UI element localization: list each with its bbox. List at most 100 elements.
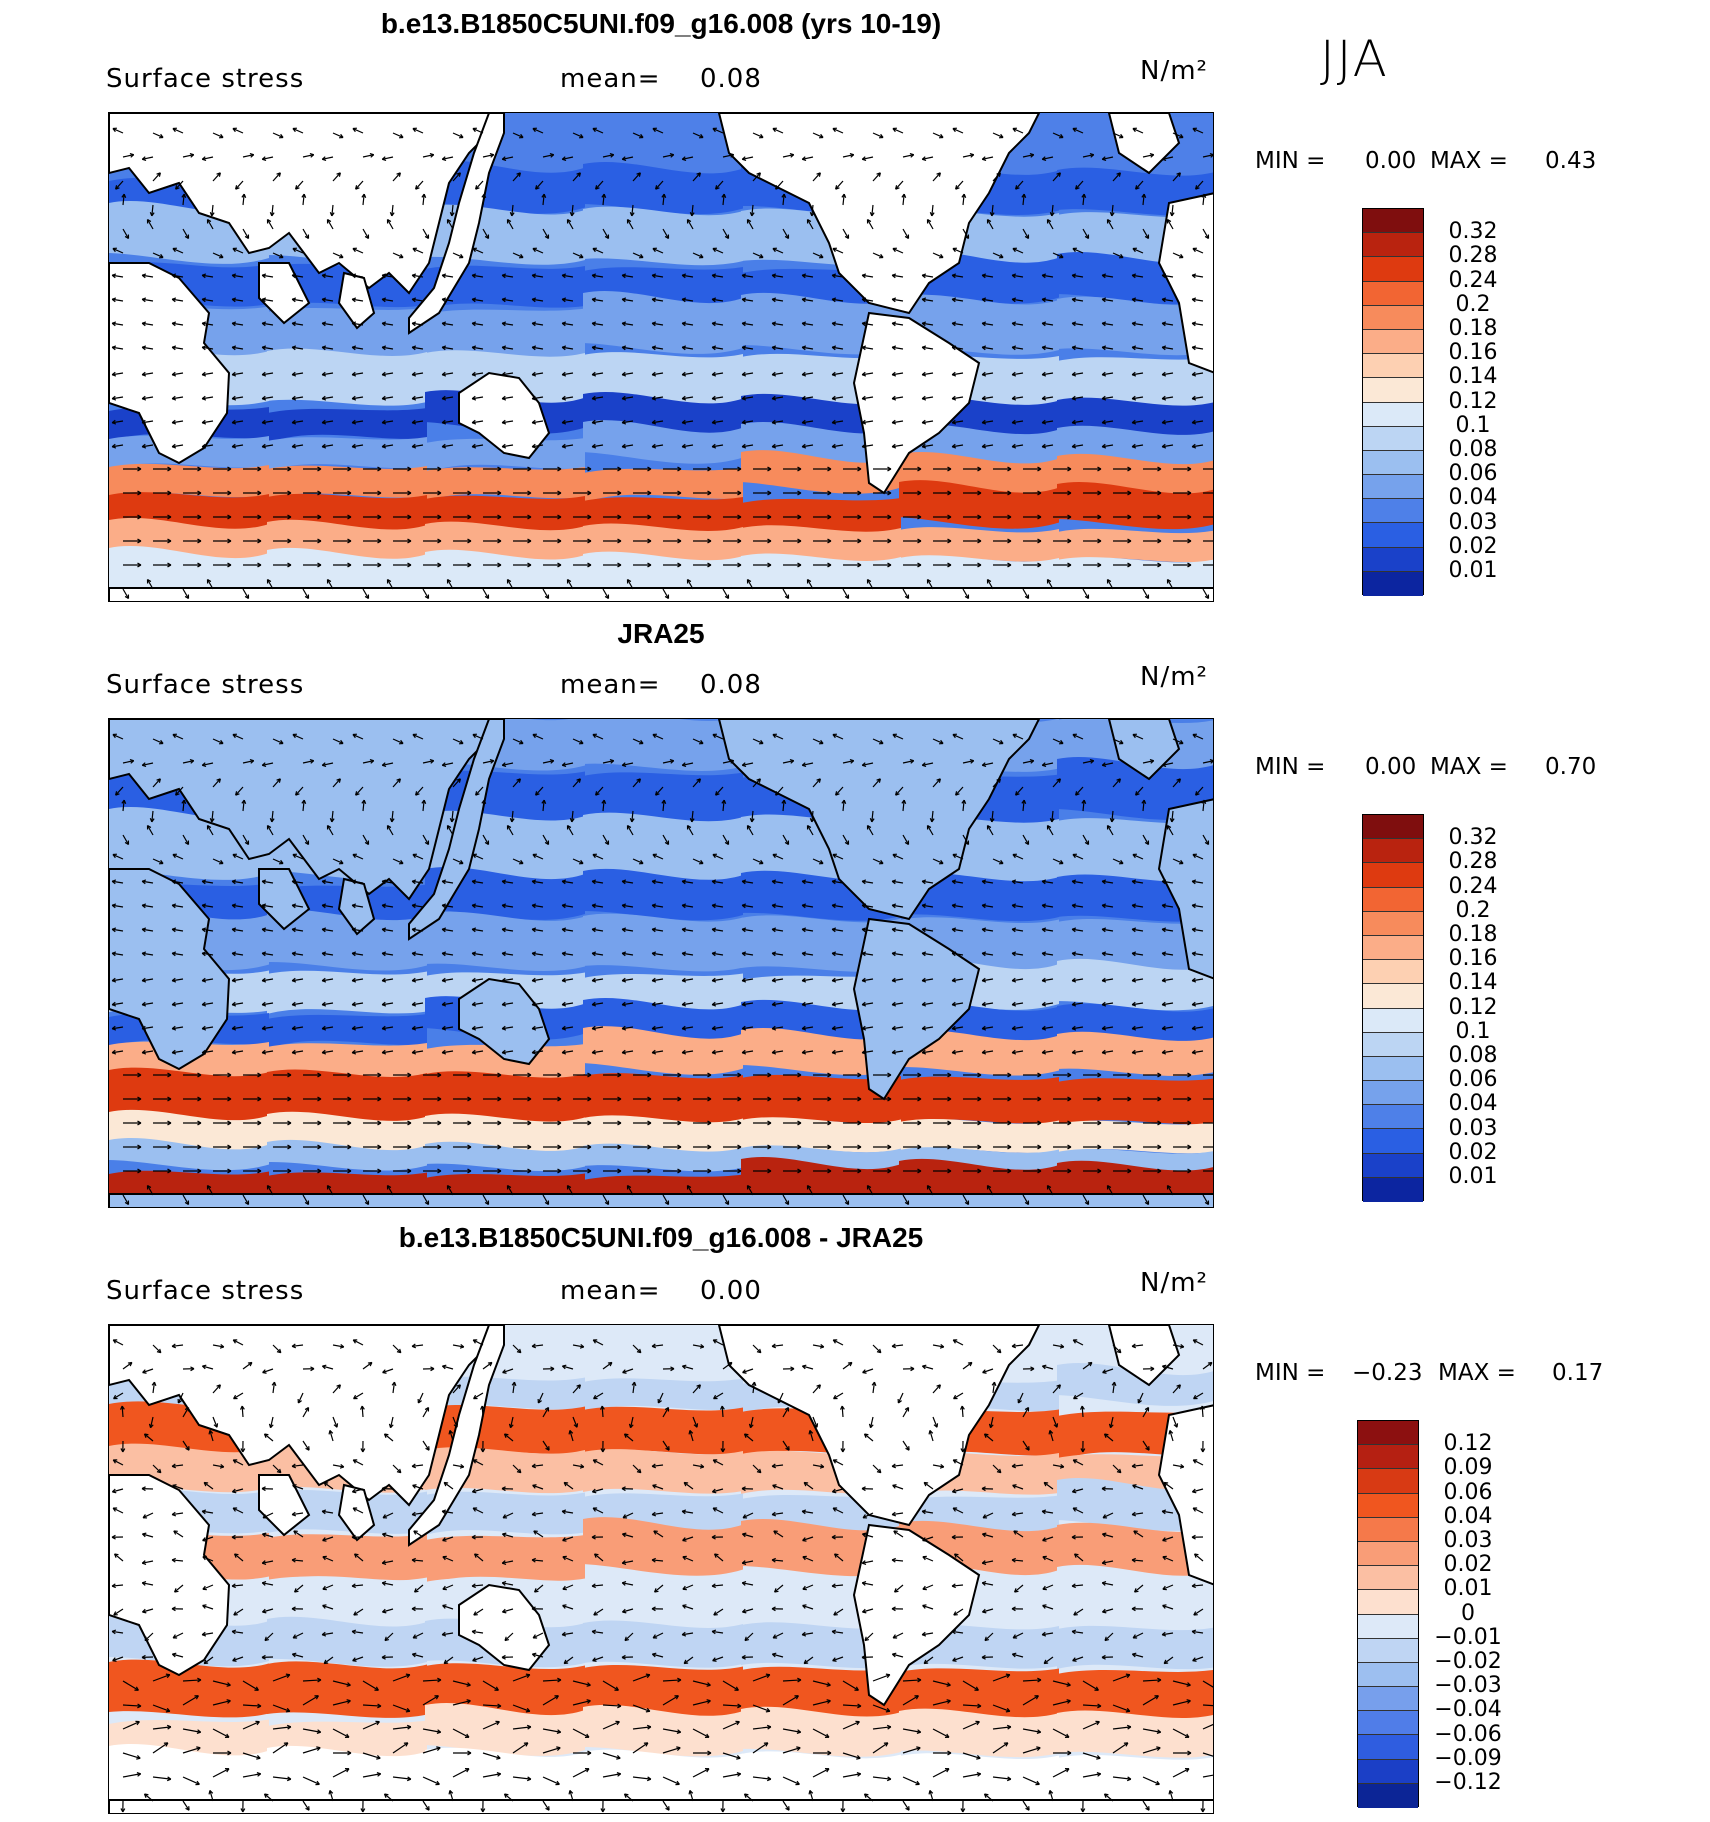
colorbar-segment: [1358, 1590, 1418, 1614]
colorbar-tick-label: 0.32: [1428, 825, 1518, 850]
colorbar-tick-label: 0.12: [1423, 1431, 1513, 1456]
colorbar-segment: [1363, 888, 1423, 912]
colorbar-segment: [1363, 1081, 1423, 1105]
max-label: MAX =: [1430, 148, 1508, 174]
mean-value: 0.00: [700, 1276, 762, 1306]
colorbar-tick-label: 0.2: [1428, 292, 1518, 317]
colorbar-segment: [1358, 1639, 1418, 1663]
colorbar: [1357, 1420, 1419, 1807]
colorbar-segment: [1363, 815, 1423, 839]
colorbar-tick-label: 0.16: [1428, 340, 1518, 365]
mean-value: 0.08: [700, 670, 762, 700]
colorbar-tick-label: 0.03: [1423, 1528, 1513, 1553]
colorbar-segment: [1363, 863, 1423, 887]
colorbar-tick-label: 0.04: [1423, 1504, 1513, 1529]
colorbar-tick-label: 0.18: [1428, 316, 1518, 341]
colorbar-segment: [1358, 1663, 1418, 1687]
colorbar-segment: [1363, 257, 1423, 281]
stress-map: [108, 1324, 1214, 1814]
colorbar-tick-label: 0.16: [1428, 946, 1518, 971]
colorbar-segment: [1358, 1518, 1418, 1542]
colorbar-tick-label: 0.08: [1428, 437, 1518, 462]
colorbar-segment: [1363, 1154, 1423, 1178]
colorbar-tick-label: −0.12: [1423, 1770, 1513, 1795]
colorbar-segment: [1358, 1566, 1418, 1590]
colorbar-tick-label: 0.06: [1423, 1480, 1513, 1505]
units-label: N/m²: [1140, 1268, 1208, 1298]
colorbar-segment: [1363, 330, 1423, 354]
panel-difference: b.e13.B1850C5UNI.f09_g16.008 - JRA25 Sur…: [0, 1212, 1710, 1822]
colorbar-segment: [1358, 1469, 1418, 1493]
colorbar-segment: [1358, 1784, 1418, 1808]
colorbar-segment: [1363, 1178, 1423, 1202]
colorbar-segment: [1363, 523, 1423, 547]
colorbar: [1362, 208, 1424, 595]
variable-label: Surface stress: [106, 670, 304, 700]
colorbar-tick-label: 0.01: [1423, 1576, 1513, 1601]
colorbar-segment: [1363, 960, 1423, 984]
max-value: 0.70: [1545, 754, 1596, 780]
colorbar-tick-label: 0.2: [1428, 898, 1518, 923]
colorbar-tick-label: 0.04: [1428, 485, 1518, 510]
units-label: N/m²: [1140, 662, 1208, 692]
colorbar-tick-label: 0.14: [1428, 970, 1518, 995]
colorbar-tick-label: −0.03: [1423, 1673, 1513, 1698]
colorbar-segment: [1358, 1711, 1418, 1735]
colorbar-tick-label: 0.14: [1428, 364, 1518, 389]
colorbar-segment: [1363, 1129, 1423, 1153]
colorbar: [1362, 814, 1424, 1201]
min-label: MIN =: [1255, 1360, 1325, 1386]
colorbar-tick-label: 0.02: [1423, 1552, 1513, 1577]
colorbar-segment: [1363, 1105, 1423, 1129]
colorbar-segment: [1363, 233, 1423, 257]
stress-map: [108, 718, 1214, 1208]
mean-label: mean=: [560, 1276, 661, 1306]
colorbar-segment: [1358, 1494, 1418, 1518]
colorbar-segment: [1358, 1687, 1418, 1711]
colorbar-tick-label: 0.06: [1428, 461, 1518, 486]
min-value: 0.00: [1365, 754, 1416, 780]
colorbar-tick-label: 0: [1423, 1601, 1513, 1626]
min-label: MIN =: [1255, 148, 1325, 174]
colorbar-segment: [1358, 1760, 1418, 1784]
colorbar-tick-label: −0.06: [1423, 1722, 1513, 1747]
colorbar-tick-label: 0.12: [1428, 389, 1518, 414]
colorbar-tick-label: 0.1: [1428, 1019, 1518, 1044]
panel-title: b.e13.B1850C5UNI.f09_g16.008 (yrs 10-19): [108, 8, 1214, 40]
colorbar-segment: [1358, 1735, 1418, 1759]
colorbar-segment: [1363, 839, 1423, 863]
colorbar-segment: [1363, 1057, 1423, 1081]
colorbar-segment: [1363, 282, 1423, 306]
colorbar-segment: [1363, 984, 1423, 1008]
colorbar-segment: [1363, 912, 1423, 936]
stress-map: [108, 112, 1214, 602]
colorbar-tick-label: 0.28: [1428, 849, 1518, 874]
max-value: 0.43: [1545, 148, 1596, 174]
min-label: MIN =: [1255, 754, 1325, 780]
colorbar-segment: [1358, 1542, 1418, 1566]
colorbar-tick-label: 0.03: [1428, 1116, 1518, 1141]
colorbar-segment: [1363, 572, 1423, 596]
colorbar-tick-label: −0.01: [1423, 1625, 1513, 1650]
colorbar-tick-label: 0.01: [1428, 558, 1518, 583]
colorbar-segment: [1363, 548, 1423, 572]
colorbar-tick-label: 0.09: [1423, 1455, 1513, 1480]
colorbar-segment: [1363, 209, 1423, 233]
mean-value: 0.08: [700, 64, 762, 94]
panel-model: b.e13.B1850C5UNI.f09_g16.008 (yrs 10-19)…: [0, 0, 1710, 610]
colorbar-tick-label: 0.01: [1428, 1164, 1518, 1189]
colorbar-segment: [1358, 1421, 1418, 1445]
colorbar-segment: [1363, 475, 1423, 499]
mean-label: mean=: [560, 670, 661, 700]
colorbar-segment: [1363, 403, 1423, 427]
units-label: N/m²: [1140, 56, 1208, 86]
colorbar-tick-label: −0.04: [1423, 1697, 1513, 1722]
colorbar-tick-label: 0.32: [1428, 219, 1518, 244]
panel-title: b.e13.B1850C5UNI.f09_g16.008 - JRA25: [108, 1222, 1214, 1254]
colorbar-segment: [1363, 306, 1423, 330]
colorbar-segment: [1358, 1445, 1418, 1469]
max-label: MAX =: [1430, 754, 1508, 780]
colorbar-tick-label: 0.08: [1428, 1043, 1518, 1068]
colorbar-tick-label: 0.18: [1428, 922, 1518, 947]
map-canvas: [109, 113, 1214, 602]
